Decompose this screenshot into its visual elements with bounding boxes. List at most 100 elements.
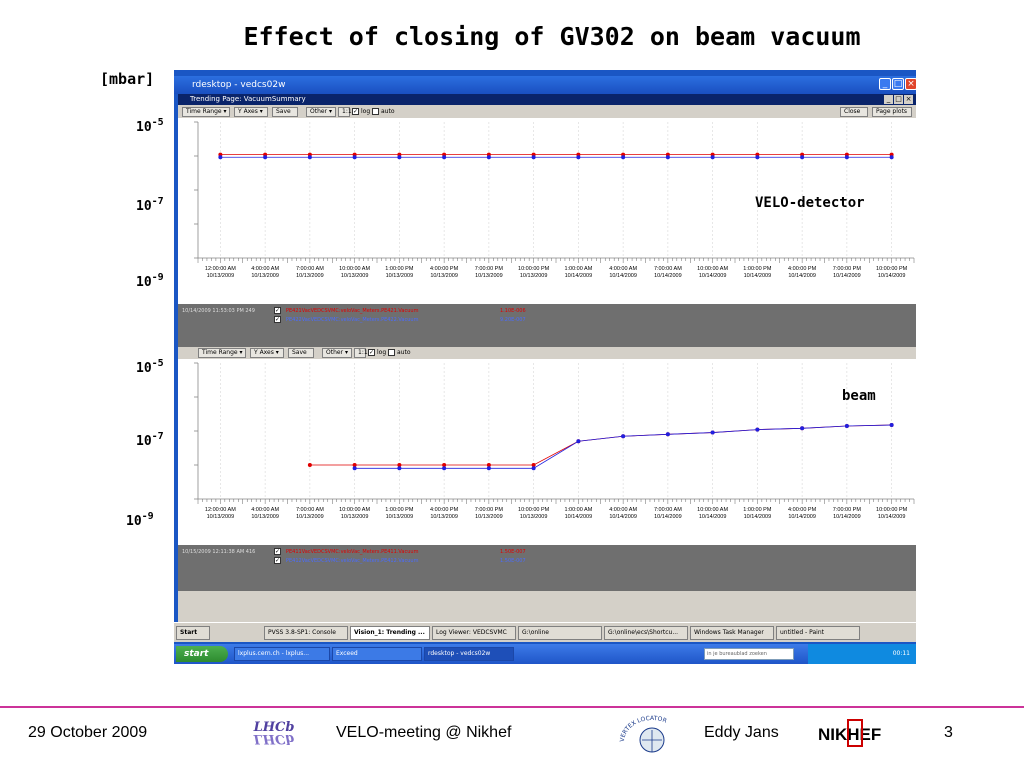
save-button[interactable]: Save — [272, 107, 298, 117]
top-tick-label-time: 1:00:00 PM — [743, 266, 772, 272]
maximize-button[interactable]: □ — [892, 78, 904, 90]
bottom-tick-label-time: 12:00:00 AM — [205, 507, 236, 513]
top-plot-area: 12:00:00 AM 10/13/2009 4:00:00 AM 10/13/200… — [178, 118, 916, 304]
desktop-search-input[interactable]: in je bureaublad zoeken — [704, 648, 794, 660]
bottom-tick-label-date: 10/13/2009 — [475, 514, 503, 520]
bottom-tick-label-time: 4:00:00 PM — [788, 507, 817, 513]
system-tray: 00:11 — [808, 644, 916, 664]
top-data-point-2 — [218, 155, 223, 160]
log-checkbox[interactable]: ✓ — [352, 108, 359, 115]
top-tick-label-date: 10/13/2009 — [475, 273, 503, 279]
bottom-data-point-1 — [352, 463, 357, 467]
task-pvss-console[interactable]: PVSS 3.8-SP1: Console — [264, 626, 348, 640]
top-timestamp: 10/14/2009 11:53:03 PM 249 — [182, 308, 255, 314]
top-plot-toolbar: Time Range ▾ Y Axes ▾ Save Other ▾ 1:1 ✓… — [178, 106, 916, 118]
top-tick-label-date: 10/13/2009 — [207, 273, 235, 279]
task-rdesktop[interactable]: rdesktop - vedcs02w — [424, 647, 514, 661]
bottom-tick-label-date: 10/13/2009 — [251, 514, 279, 520]
bottom-tick-label-time: 4:00:00 AM — [251, 507, 279, 513]
task-task-manager[interactable]: Windows Task Manager — [690, 626, 774, 640]
y-axes-dropdown-2[interactable]: Y Axes ▾ — [250, 348, 284, 358]
top-tick-label-date: 10/14/2009 — [565, 273, 593, 279]
minimize-button[interactable]: _ — [879, 78, 891, 90]
bottom-tick-label-date: 10/14/2009 — [565, 514, 593, 520]
trend-maximize-button[interactable]: □ — [894, 95, 903, 104]
task-shortcuts[interactable]: G:\online\ecs\Shortcu... — [604, 626, 688, 640]
task-exceed[interactable]: Exceed — [332, 647, 422, 661]
bottom-tick-label-date: 10/13/2009 — [520, 514, 548, 520]
footer-divider — [0, 706, 1024, 708]
bottom-legend-panel: 10/15/2009 12:11:38 AM 416 ✓ PE411VacVED… — [178, 545, 916, 591]
top-data-point-2 — [352, 155, 357, 160]
bottom-data-point-2 — [710, 430, 715, 435]
annotation-velo-detector: VELO-detector — [755, 195, 865, 211]
log-checkbox-2[interactable]: ✓ — [368, 349, 375, 356]
save-button-2[interactable]: Save — [288, 348, 314, 358]
top-data-point-2 — [531, 155, 536, 160]
top-series1-checkbox[interactable]: ✓ — [274, 307, 281, 314]
page-plots-button[interactable]: Page plots — [872, 107, 912, 117]
top-series2-checkbox[interactable]: ✓ — [274, 316, 281, 323]
top-tick-label-time: 4:00:00 AM — [609, 266, 637, 272]
ratio-button-2[interactable]: 1:1 — [354, 348, 368, 358]
bottom-data-point-2 — [665, 432, 670, 437]
axis-label-bottom-1e-5: 10-5 — [136, 358, 164, 376]
close-window-button[interactable]: × — [905, 78, 916, 90]
footer-page-number: 3 — [944, 724, 953, 741]
top-data-point-2 — [576, 155, 581, 160]
task-lxplus[interactable]: lxplus.cern.ch - lxplus... — [234, 647, 330, 661]
top-tick-label-time: 7:00:00 PM — [833, 266, 862, 272]
top-data-point-2 — [263, 155, 268, 160]
bottom-plot-area: 12:00:00 AM 10/13/2009 4:00:00 AM 10/13/200… — [178, 359, 916, 545]
top-data-point-2 — [621, 155, 626, 160]
bottom-data-point-2 — [621, 434, 626, 439]
close-plot-button[interactable]: Close — [840, 107, 868, 117]
svg-text:NIKHEF: NIKHEF — [818, 725, 881, 744]
inner-start-button[interactable]: Start — [176, 626, 210, 640]
bottom-tick-label-time: 10:00:00 PM — [518, 507, 550, 513]
xp-start-button[interactable]: start — [176, 646, 228, 662]
bottom-tick-label-date: 10/14/2009 — [699, 514, 727, 520]
task-g-online[interactable]: G:\online — [518, 626, 602, 640]
top-tick-label-date: 10/13/2009 — [251, 273, 279, 279]
bottom-tick-label-date: 10/13/2009 — [296, 514, 324, 520]
y-axes-dropdown[interactable]: Y Axes ▾ — [234, 107, 268, 117]
trend-close-button[interactable]: × — [904, 95, 913, 104]
top-tick-label-date: 10/14/2009 — [654, 273, 682, 279]
trending-title: Trending Page: VacuumSummary — [190, 95, 306, 103]
bottom-data-point-2 — [531, 466, 536, 471]
bottom-tick-label-time: 10:00:00 AM — [697, 507, 728, 513]
auto-label: auto — [381, 108, 395, 115]
time-range-dropdown[interactable]: Time Range ▾ — [182, 107, 230, 117]
bottom-series1-checkbox[interactable]: ✓ — [274, 548, 281, 555]
task-log-viewer[interactable]: Log Viewer: VEDCSVMC — [432, 626, 516, 640]
other-dropdown[interactable]: Other ▾ — [306, 107, 336, 117]
annotation-beam: beam — [842, 388, 876, 404]
trend-minimize-button[interactable]: _ — [884, 95, 893, 104]
auto-checkbox-2[interactable] — [388, 349, 395, 356]
clock: 00:11 — [892, 650, 910, 657]
bottom-data-point-1 — [397, 463, 402, 467]
bottom-data-point-2 — [442, 466, 447, 471]
task-paint[interactable]: untitled - Paint — [776, 626, 860, 640]
task-vision-trending[interactable]: Vision_1: Trending ... — [350, 626, 430, 640]
auto-checkbox[interactable] — [372, 108, 379, 115]
bottom-data-point-1 — [486, 463, 491, 467]
bottom-tick-label-date: 10/14/2009 — [878, 514, 906, 520]
bottom-data-point-1 — [442, 463, 447, 467]
time-range-dropdown-2[interactable]: Time Range ▾ — [198, 348, 246, 358]
top-tick-label-time: 4:00:00 AM — [251, 266, 279, 272]
bottom-tick-label-date: 10/14/2009 — [744, 514, 772, 520]
other-dropdown-2[interactable]: Other ▾ — [322, 348, 352, 358]
top-data-point-2 — [755, 155, 760, 160]
bottom-tick-label-date: 10/13/2009 — [341, 514, 369, 520]
ratio-button[interactable]: 1:1 — [338, 107, 352, 117]
bottom-tick-label-date: 10/14/2009 — [788, 514, 816, 520]
svg-text:LHCb: LHCb — [253, 720, 295, 735]
footer-author: Eddy Jans — [704, 724, 779, 741]
footer-meeting: VELO-meeting @ Nikhef — [336, 724, 512, 741]
top-tick-label-date: 10/14/2009 — [609, 273, 637, 279]
bottom-tick-label-date: 10/14/2009 — [833, 514, 861, 520]
top-series2-value: 9.20E-007 — [500, 317, 526, 323]
bottom-series2-checkbox[interactable]: ✓ — [274, 557, 281, 564]
